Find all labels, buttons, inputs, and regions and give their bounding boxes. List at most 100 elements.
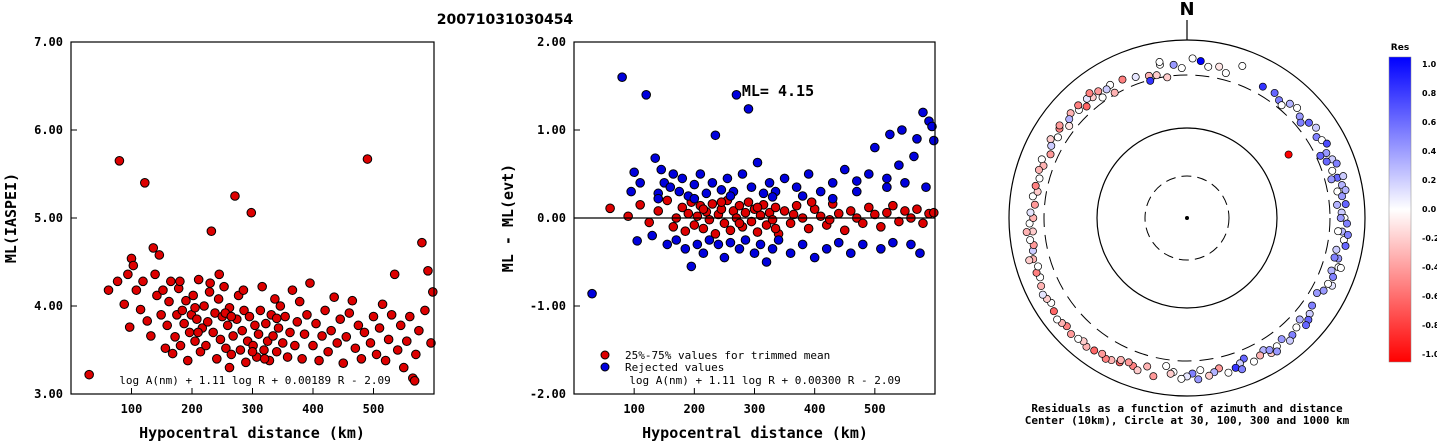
residual-point	[725, 237, 736, 248]
residual-point	[689, 179, 700, 190]
polar-caption-2: Center (10km), Circle at 30, 100, 300 an…	[1025, 414, 1350, 427]
azimuth-point	[1032, 268, 1041, 277]
magnitude-point	[389, 269, 400, 280]
magnitude-point	[371, 349, 382, 360]
magnitude-point	[329, 292, 339, 303]
magnitude-point	[184, 327, 195, 338]
magnitude-point	[175, 340, 186, 351]
residual-point	[743, 104, 754, 114]
residual-point	[858, 239, 868, 250]
residual-point	[725, 225, 736, 236]
residual-xtick-label: 500	[864, 402, 886, 416]
magnitude-point	[305, 278, 315, 288]
residual-point	[797, 191, 808, 201]
azimuth-point	[1049, 307, 1058, 316]
magnitude-point	[401, 336, 412, 347]
magnitude-point	[271, 346, 282, 357]
magnitude-point	[154, 250, 165, 260]
azimuth-point	[1047, 141, 1056, 150]
magnitude-point	[282, 352, 293, 362]
residual-point	[677, 202, 688, 213]
magnitude-point	[156, 310, 166, 320]
colorbar-label: -0.4	[1422, 263, 1437, 272]
residual-point	[737, 169, 748, 179]
magnitude-point	[192, 314, 202, 325]
azimuth-point	[1034, 165, 1043, 174]
magnitude-point	[148, 243, 159, 253]
magnitude-point	[356, 354, 367, 364]
magnitude-point	[177, 305, 188, 316]
azimuth-point	[1102, 85, 1111, 94]
magnitude-point	[103, 285, 114, 295]
azimuth-point	[1026, 236, 1035, 244]
residual-point	[870, 209, 880, 220]
center-point	[1185, 216, 1189, 220]
magnitude-point	[311, 318, 321, 329]
residual-point	[629, 167, 639, 178]
magnitude-point	[395, 320, 406, 331]
magnitude-point	[332, 338, 343, 348]
azimuth-point	[1316, 151, 1325, 160]
azimuth-point	[1163, 73, 1172, 82]
magnitude-point	[246, 207, 257, 218]
azimuth-point	[1133, 366, 1142, 375]
azimuth-point	[1098, 349, 1107, 358]
azimuth-point	[1341, 200, 1350, 209]
magnitude-point	[188, 290, 199, 301]
residual-ylabel: ML - ML(evt)	[499, 164, 517, 272]
residual-point	[882, 173, 892, 184]
residual-point	[918, 107, 928, 118]
ring-30km	[1144, 175, 1230, 261]
residual-point	[809, 252, 820, 263]
magnitude-point	[338, 358, 349, 369]
residual-point	[909, 151, 919, 162]
azimuth-point	[1277, 335, 1286, 344]
residual-point	[815, 211, 826, 222]
magnitude-point	[206, 226, 217, 236]
magnitude-point	[294, 296, 305, 307]
magnitude-point	[292, 317, 303, 327]
residual-point	[785, 248, 796, 258]
magnitude-point	[181, 295, 191, 306]
residual-point	[671, 235, 682, 245]
magnitude-point	[277, 338, 288, 348]
magnitude-point	[392, 345, 403, 355]
residual-point	[779, 206, 790, 216]
azimuth-point	[1333, 200, 1341, 209]
magnitude-xtick-label: 200	[181, 402, 203, 416]
azimuth-point	[1336, 214, 1345, 222]
residual-point	[761, 257, 772, 267]
residual-point	[797, 239, 808, 250]
magnitude-point	[273, 323, 284, 333]
azimuth-point	[1116, 355, 1125, 364]
residual-point	[928, 207, 939, 218]
colorbar-label: 1.0	[1422, 60, 1437, 69]
azimuth-point	[1329, 273, 1337, 281]
magnitude-point	[275, 301, 286, 311]
magnitude-point	[409, 376, 420, 386]
azimuth-point	[1341, 241, 1350, 250]
azimuth-point	[1330, 253, 1339, 262]
azimuth-panel: N Residuals as a function of azimuth and…	[1008, 0, 1437, 427]
magnitude-point	[299, 329, 310, 339]
residual-point	[870, 142, 880, 153]
magnitude-point	[123, 269, 133, 280]
magnitude-point	[238, 285, 249, 295]
residual-point	[647, 230, 658, 241]
legend-red-marker	[600, 350, 610, 360]
magnitude-point	[213, 294, 224, 304]
magnitude-panel: 3.00 4.00 5.00 6.00 7.00 100 200 300 400 500 Hypo…	[2, 35, 438, 441]
residual-point	[719, 218, 730, 229]
magnitude-point	[202, 317, 213, 327]
magnitude-point	[365, 338, 376, 348]
azimuth-point	[1302, 321, 1310, 330]
magnitude-point	[140, 178, 150, 188]
residual-point	[713, 239, 724, 250]
azimuth-point	[1284, 150, 1293, 159]
residual-point	[900, 206, 910, 216]
azimuth-point	[1155, 58, 1164, 66]
magnitude-point	[204, 287, 215, 297]
residual-point	[803, 223, 814, 234]
azimuth-point	[1025, 256, 1034, 265]
azimuth-point	[1196, 366, 1205, 375]
